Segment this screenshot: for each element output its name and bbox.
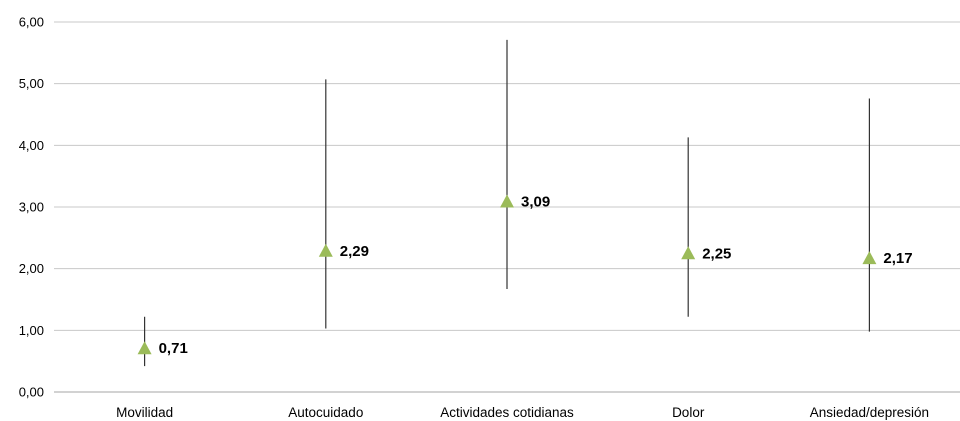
data-point-marker [137,341,152,355]
y-tick-label: 1,00 [19,323,44,338]
data-label: 3,09 [521,193,550,210]
data-point-marker [318,243,333,257]
x-tick-label: Movilidad [116,405,173,420]
data-label: 2,17 [883,250,912,267]
data-point-marker [681,246,696,260]
y-tick-label: 4,00 [19,138,44,153]
data-label: 2,29 [340,243,369,260]
error-bars [144,39,871,367]
data-labels: 0,71 2,29 3,09 2,25 2,17 [159,193,913,357]
x-axis: Movilidad Autocuidado Actividades cotidian… [54,391,960,420]
y-tick-label: 5,00 [19,76,44,91]
x-tick-label: Autocuidado [288,405,363,420]
y-tick-label: 3,00 [19,200,44,215]
x-tick-label: Actividades cotidianas [440,405,574,420]
y-tick-label: 6,00 [19,15,44,30]
data-label: 2,25 [702,245,731,262]
data-markers [137,194,877,355]
data-point-marker [862,251,877,265]
data-label: 0,71 [159,340,188,357]
data-point-marker [500,194,514,208]
y-tick-label: 2,00 [19,261,44,276]
y-axis-tick-labels: 0,00 1,00 2,00 3,00 4,00 5,00 6,00 [19,15,44,400]
x-tick-label: Dolor [672,405,705,420]
y-tick-label: 0,00 [19,385,44,400]
x-tick-label: Ansiedad/depresión [810,405,929,420]
